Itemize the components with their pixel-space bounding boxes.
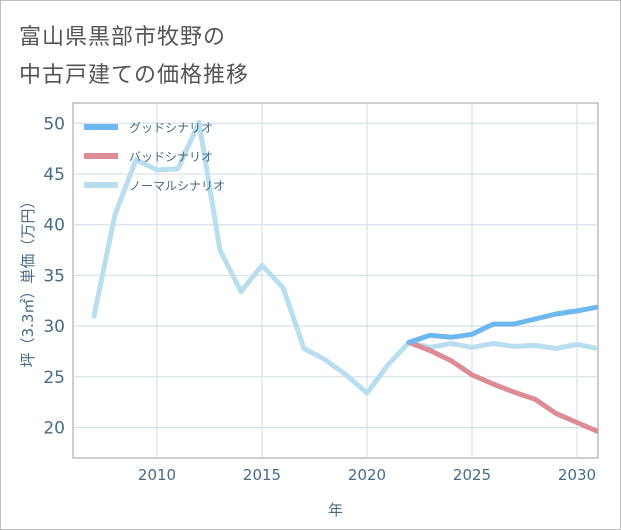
plot-area bbox=[72, 102, 599, 459]
y-tick-label: 25 bbox=[43, 368, 65, 388]
x-tick-label: 2010 bbox=[138, 466, 176, 484]
chart-title-line2: 中古戸建ての価格推移 bbox=[19, 63, 250, 88]
y-tick-label: 35 bbox=[43, 266, 65, 286]
legend-label: グッドシナリオ bbox=[129, 121, 213, 135]
y-tick-label: 30 bbox=[43, 317, 65, 337]
series-line bbox=[406, 304, 598, 345]
y-tick-label: 20 bbox=[43, 419, 65, 439]
series-line bbox=[406, 339, 598, 435]
y-tick-label: 45 bbox=[43, 165, 65, 185]
y-tick-label: 50 bbox=[43, 114, 65, 134]
x-tick-label: 2020 bbox=[348, 466, 386, 484]
chart-title-line1: 富山県黒部市牧野の bbox=[19, 25, 227, 50]
x-tick-label: 2030 bbox=[558, 466, 596, 484]
legend-label: バッドシナリオ bbox=[129, 150, 213, 164]
series-line bbox=[91, 119, 598, 396]
x-axis-label: 年 bbox=[328, 501, 343, 519]
x-tick-label: 2025 bbox=[453, 466, 491, 484]
y-axis-label: 坪（3.3㎡）単価（万円） bbox=[19, 194, 37, 368]
legend-label: ノーマルシナリオ bbox=[129, 179, 225, 193]
x-tick-label: 2015 bbox=[243, 466, 281, 484]
y-tick-label: 40 bbox=[43, 216, 65, 236]
